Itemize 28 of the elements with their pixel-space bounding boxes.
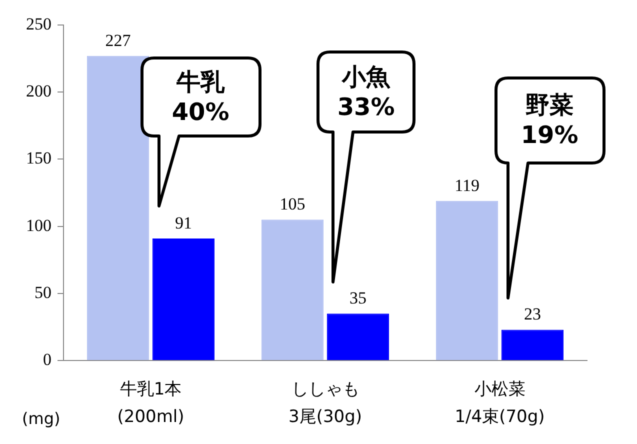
data-label: 227 — [105, 30, 132, 50]
y-tick-label: 250 — [26, 14, 52, 34]
y-tick-label: 200 — [26, 82, 52, 101]
data-label: 105 — [280, 194, 306, 214]
bar — [86, 56, 150, 360]
annotation: 野菜 19% — [520, 90, 580, 150]
data-label: 119 — [454, 176, 480, 195]
bar — [261, 220, 324, 360]
x-tick-label: 牛乳1本 (200ml) — [117, 380, 184, 427]
annotation: 牛乳 40% — [170, 67, 230, 128]
x-tick-label: 小松菜 1/4束(70g) — [454, 380, 545, 427]
speech-bubble: 牛乳 40% — [140, 56, 262, 208]
bar — [436, 200, 498, 360]
bar — [326, 314, 390, 360]
y-tick-label: 50 — [34, 282, 52, 302]
x-tick-label: ししゃも 3尾(30g) — [288, 380, 362, 427]
y-tick-label: 100 — [26, 216, 52, 235]
speech-bubble: 小魚 33% — [316, 50, 416, 284]
y-axis-title: (mg) — [22, 408, 60, 428]
data-label: 91 — [174, 213, 192, 232]
data-label: 35 — [349, 288, 366, 308]
data-label: 23 — [524, 304, 541, 324]
annotation: 小魚 33% — [336, 62, 396, 122]
y-tick-label: 150 — [26, 148, 52, 168]
y-tick-label: 0 — [43, 350, 52, 370]
bar — [152, 238, 215, 360]
bar — [501, 330, 564, 360]
speech-bubble: 野菜 19% — [494, 76, 606, 300]
